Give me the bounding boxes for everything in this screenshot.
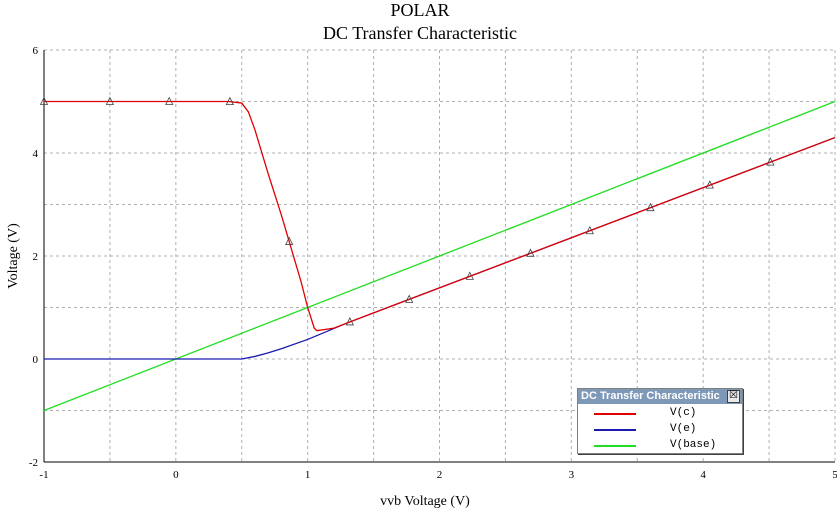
y-tick-label: 4 xyxy=(33,148,39,160)
series-lines xyxy=(43,100,836,412)
series-marker-vc xyxy=(465,271,474,280)
chart-subtitle: DC Transfer Characteristic xyxy=(323,23,517,43)
x-tick-label: 1 xyxy=(305,469,311,481)
legend-label-ve: V(e) xyxy=(670,423,697,435)
series-marker-vc xyxy=(165,96,174,105)
x-tick-label: 4 xyxy=(700,469,706,481)
series-marker-vc xyxy=(526,248,535,257)
chart-title: POLAR xyxy=(390,0,449,20)
x-tick-label: 5 xyxy=(832,469,837,481)
x-tick-label: -1 xyxy=(39,469,48,481)
x-tick-label: 0 xyxy=(173,469,179,481)
legend-swatch-vbase xyxy=(594,445,636,447)
series-marker-vc xyxy=(285,236,294,245)
legend-label-vc: V(c) xyxy=(670,407,697,419)
legend-label-vbase: V(base) xyxy=(670,439,717,451)
series-marker-vc xyxy=(585,225,594,235)
y-tick-label: 0 xyxy=(33,354,39,366)
y-tick-label: 6 xyxy=(33,45,39,57)
series-marker-vc xyxy=(225,96,235,106)
legend-swatch-vc xyxy=(594,413,636,415)
legend-item-vbase: V(base) xyxy=(578,438,742,454)
series-line-vc xyxy=(44,100,836,332)
y-tick-label: 2 xyxy=(33,251,39,263)
legend-window[interactable]: DC Transfer Characteristic ☒ V(c) V(e) V… xyxy=(577,388,743,454)
y-tick-label: -2 xyxy=(29,457,38,469)
series-marker-vc xyxy=(766,157,775,166)
series-marker-vc xyxy=(705,180,714,189)
series-marker-vc xyxy=(405,294,414,303)
series-markers xyxy=(39,96,775,326)
series-marker-vc xyxy=(646,202,655,212)
series-marker-vc xyxy=(39,96,49,105)
x-axis-label: vvb Voltage (V) xyxy=(380,494,470,509)
legend-titlebar[interactable]: DC Transfer Characteristic xyxy=(578,389,742,404)
legend-item-vc: V(c) xyxy=(578,406,742,422)
x-tick-label: 3 xyxy=(569,469,575,481)
series-marker-vc xyxy=(345,317,355,326)
legend-swatch-ve xyxy=(594,429,636,431)
series-marker-vc xyxy=(105,96,115,105)
y-axis-label: Voltage (V) xyxy=(6,223,21,289)
legend-item-ve: V(e) xyxy=(578,422,742,438)
y-tick-labels: -2 0 2 4 6 xyxy=(29,45,39,469)
legend-title: DC Transfer Characteristic xyxy=(581,390,720,402)
x-tick-labels: -1 0 1 2 3 4 5 xyxy=(39,469,837,481)
close-icon[interactable]: ☒ xyxy=(727,390,740,403)
axes xyxy=(43,50,835,463)
x-tick-label: 2 xyxy=(437,469,443,481)
